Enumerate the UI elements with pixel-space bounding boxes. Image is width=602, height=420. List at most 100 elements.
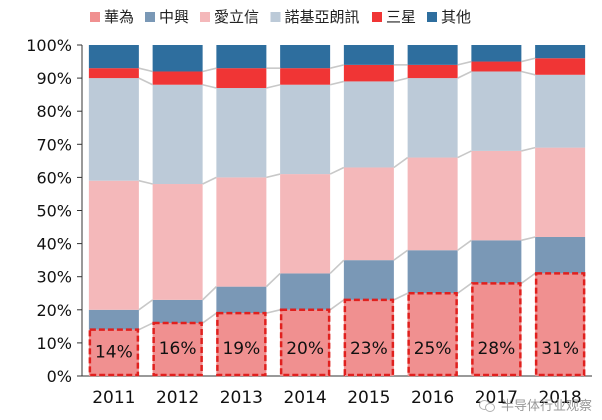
connector-line	[457, 150, 472, 159]
bar-segment	[88, 45, 139, 69]
data-label: 14%	[95, 343, 133, 363]
bar-segment	[471, 150, 522, 241]
bar-segment	[535, 147, 586, 237]
x-tick-label: 2016	[411, 388, 454, 408]
connector-line	[329, 299, 345, 311]
bar-segment	[280, 309, 331, 376]
legend-label-1: 中興	[159, 8, 189, 26]
y-tick-label: 80%	[36, 102, 72, 121]
data-label: 19%	[222, 339, 260, 359]
huawei-highlight-box	[279, 308, 331, 377]
data-label: 20%	[286, 339, 324, 359]
bar-segment	[535, 74, 586, 148]
connector-line	[521, 70, 536, 76]
bar-segment	[407, 157, 458, 251]
huawei-highlight-box	[471, 282, 522, 377]
connector-line	[393, 292, 408, 301]
huawei-highlight-boxes	[88, 272, 586, 377]
y-tick-label: 50%	[36, 202, 72, 221]
huawei-highlight-box	[407, 292, 458, 377]
bar-segment	[407, 78, 458, 158]
y-tick-label: 10%	[36, 334, 72, 353]
bar-segment	[471, 240, 522, 284]
bar-segment	[280, 174, 331, 274]
x-tick-label: 2015	[347, 388, 390, 408]
bar-segment	[152, 84, 203, 185]
connector-line	[266, 173, 281, 179]
connector-line	[202, 176, 217, 185]
connector-line	[202, 312, 217, 324]
legend-label-0: 華為	[104, 8, 134, 26]
connector-lines	[138, 57, 536, 331]
bar-segment	[535, 58, 586, 75]
huawei-highlight-box	[216, 311, 267, 377]
bar-segment	[88, 309, 139, 330]
bar-segment	[152, 323, 203, 376]
bar-segment	[152, 184, 203, 300]
connector-line	[393, 77, 408, 83]
bar-segment	[471, 71, 522, 151]
bar-segment	[280, 84, 331, 175]
x-tick-label: 2018	[538, 388, 581, 408]
huawei-highlight-box	[88, 328, 140, 377]
connector-line	[521, 236, 536, 242]
connector-line	[138, 299, 154, 311]
watermark: 半导体行业观察	[478, 395, 592, 414]
connector-line	[202, 83, 217, 89]
wechat-icon	[478, 399, 495, 412]
huawei-highlight-box	[534, 272, 586, 377]
connector-line	[329, 64, 345, 69]
x-tick-label: 2012	[156, 388, 199, 408]
data-label: 16%	[159, 339, 197, 359]
legend-swatch-1	[145, 12, 155, 22]
connector-line	[521, 146, 536, 152]
connector-line	[138, 67, 153, 73]
legend-label-4: 三星	[386, 8, 416, 26]
y-tick-label: 40%	[36, 235, 72, 254]
bar-segment	[88, 329, 139, 376]
watermark-text: 半导体行业观察	[500, 399, 592, 414]
legend-swatch-5	[427, 12, 437, 22]
y-tick-label: 0%	[47, 367, 72, 386]
bar-segment	[88, 180, 139, 310]
connector-line	[329, 80, 345, 86]
connector-line	[265, 272, 281, 288]
bar-segment	[343, 299, 394, 376]
legend-label-5: 其他	[441, 8, 471, 26]
bar-segment	[407, 293, 458, 376]
connector-line	[138, 179, 153, 185]
connector-line	[202, 286, 217, 301]
bar-segment	[152, 71, 203, 85]
bar-segment	[407, 64, 458, 79]
y-tick-label: 60%	[36, 168, 72, 187]
bar-segment	[343, 64, 394, 82]
connector-line	[520, 272, 536, 284]
bar-segment	[535, 45, 586, 59]
bar-segment	[280, 45, 331, 69]
connector-line	[457, 70, 472, 79]
y-tick-label: 100%	[26, 36, 72, 55]
bar-segment	[216, 177, 267, 287]
x-tick-label: 2014	[283, 388, 326, 408]
bar-segment	[280, 273, 331, 310]
bar-segment	[216, 45, 267, 69]
connector-line	[138, 77, 153, 86]
legend-swatch-3	[270, 12, 281, 22]
connector-line	[521, 57, 536, 63]
bar-segment	[216, 286, 267, 314]
y-tick-label: 20%	[36, 301, 72, 320]
huawei-highlight-box	[152, 321, 203, 377]
bar-segment	[216, 68, 267, 89]
bar-segment	[343, 260, 394, 300]
bar-segment	[343, 45, 394, 65]
connector-line	[457, 239, 472, 251]
x-tick-label: 2013	[220, 388, 263, 408]
bar-segment	[535, 273, 586, 376]
connector-line	[138, 322, 153, 331]
bar-segment	[280, 68, 331, 85]
data-label: 31%	[541, 339, 579, 359]
connector-line	[393, 249, 409, 261]
legend-label-2: 愛立信	[214, 8, 259, 26]
bar-segment	[471, 61, 522, 72]
connector-line	[329, 259, 345, 274]
